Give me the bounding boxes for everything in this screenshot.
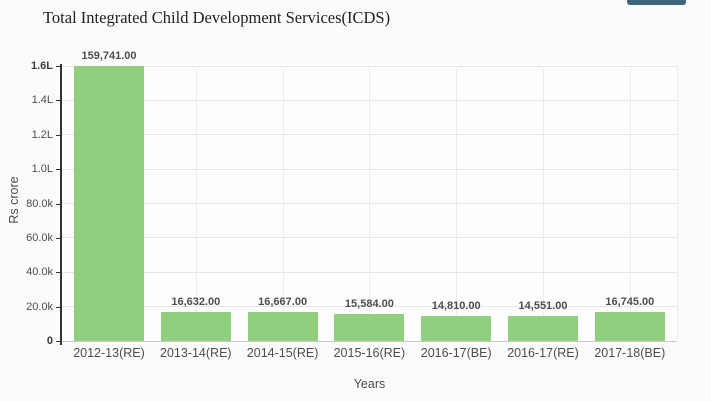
y-tick-label: 1.2L (31, 128, 53, 141)
bar-2017-18(BE)[interactable] (594, 312, 665, 341)
y-tick-label: 20.0k (26, 300, 53, 313)
y-tick-mark (56, 134, 62, 136)
x-tick-label: 2012-13(RE) (73, 346, 145, 360)
y-tick-label: 80.0k (26, 197, 53, 210)
bar-2016-17(BE)[interactable] (421, 315, 492, 341)
x-tick-label: 2014-15(RE) (246, 346, 319, 360)
y-tick-mark (56, 66, 62, 67)
y-tick-label: 1.0L (31, 163, 53, 176)
y-tick-label: 1.6L (30, 60, 53, 72)
y-tick-label: 60.0k (26, 231, 53, 244)
y-tick-label: 0 (46, 335, 53, 347)
bar-value-label: 14,551.00 (518, 299, 568, 312)
bar-2012-13(RE)[interactable] (74, 66, 144, 341)
bar-value-label: 16,667.00 (258, 296, 308, 309)
chart-title: Total Integrated Child Development Servi… (43, 8, 391, 27)
bar-value-label: 15,584.00 (344, 298, 394, 311)
v-gridline (543, 66, 544, 341)
y-tick-mark (56, 100, 62, 102)
bar-value-label: 16,632.00 (171, 296, 221, 309)
bar-value-label: 16,745.00 (605, 296, 655, 309)
y-tick-mark (56, 237, 62, 239)
bar-value-label: 159,741.00 (81, 50, 137, 63)
x-axis-title: Years (353, 377, 386, 391)
y-axis-line (60, 64, 62, 345)
x-tick-label: 2017-18(BE) (594, 346, 666, 360)
v-gridline (282, 66, 284, 341)
y-tick-mark (56, 203, 62, 205)
x-axis-baseline (62, 341, 677, 342)
x-tick-label: 2016-17(BE) (420, 346, 492, 360)
x-tick-label: 2015-16(RE) (333, 346, 406, 360)
cut-off-toolbar-button[interactable] (627, 0, 686, 5)
bar-2015-16(RE)[interactable] (334, 314, 405, 341)
bar-value-label: 14,810.00 (431, 299, 481, 312)
y-tick-mark (56, 169, 62, 171)
y-tick-mark (56, 341, 62, 342)
y-tick-mark (56, 272, 62, 274)
x-tick-label: 2016-17(RE) (507, 346, 579, 360)
y-tick-label: 1.4L (31, 94, 53, 107)
y-tick-label: 40.0k (26, 266, 53, 279)
v-gridline-right-edge (677, 66, 678, 341)
x-tick-label: 2013-14(RE) (160, 346, 232, 360)
y-tick-mark (56, 306, 62, 308)
bar-2016-17(RE)[interactable] (508, 315, 578, 341)
v-gridline (369, 66, 371, 341)
v-gridline (195, 66, 197, 341)
bar-2013-14(RE)[interactable] (160, 312, 231, 341)
y-axis-title: Rs crore (7, 176, 21, 224)
v-gridline (456, 66, 458, 341)
v-gridline (629, 66, 631, 341)
bar-2014-15(RE)[interactable] (247, 312, 318, 341)
